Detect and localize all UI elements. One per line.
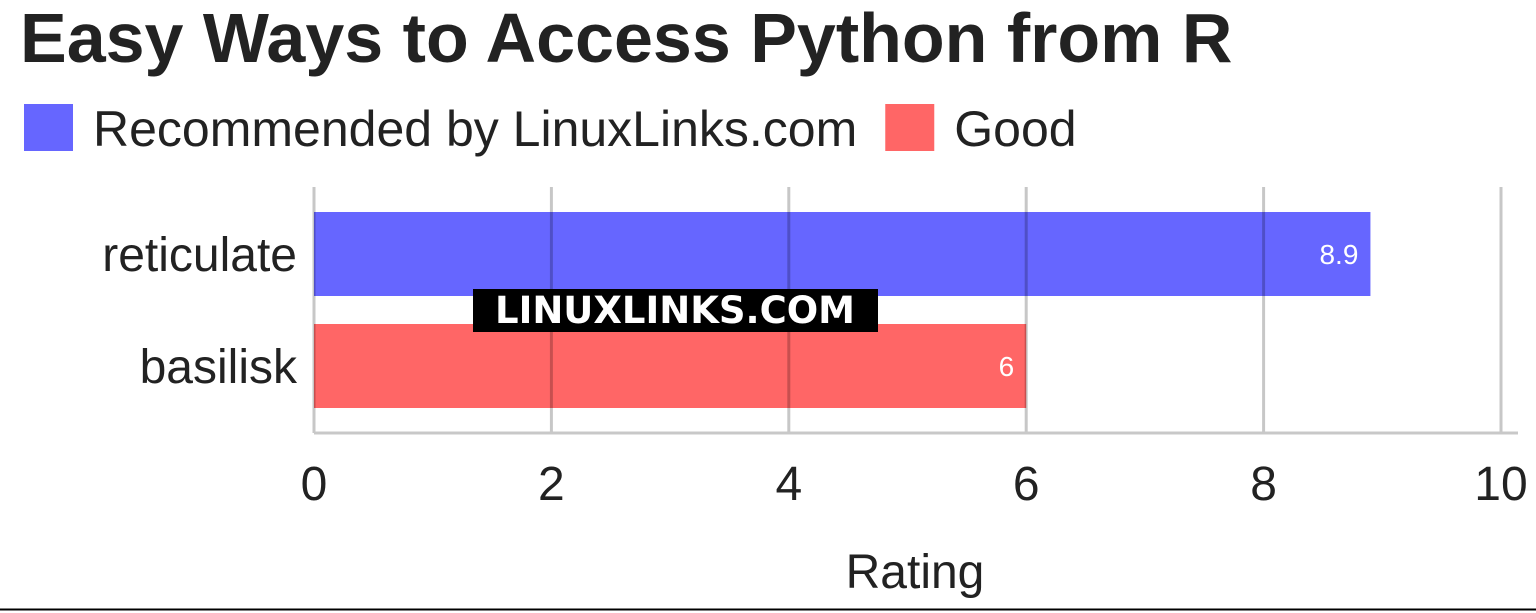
plot-area: 8.9 reticulate 6 basilisk 0 2 4 6 8 10 [102,187,1528,511]
data-label: 8.9 [1319,239,1358,270]
x-tick-label: 6 [1013,458,1040,511]
x-tick-label: 8 [1250,458,1277,511]
legend: Recommended by LinuxLinks.com Good [24,101,1077,157]
bar-basilisk [314,324,1027,408]
x-axis-label: Rating [846,546,985,599]
x-tick-label: 4 [775,458,802,511]
legend-swatch [885,104,935,151]
category-label: reticulate [102,229,297,282]
legend-label: Good [954,101,1076,157]
watermark: LINUXLINKS.COM [473,289,878,332]
legend-label: Recommended by LinuxLinks.com [93,101,857,157]
x-tick-label: 10 [1474,458,1527,511]
legend-swatch [24,104,73,151]
x-tick-label: 0 [301,458,328,511]
bar-reticulate [314,212,1371,296]
chart-title: Easy Ways to Access Python from R [20,0,1232,77]
data-label: 6 [999,351,1015,382]
watermark-text: LINUXLINKS.COM [495,289,855,332]
watermark-underline [473,329,878,332]
category-label: basilisk [140,341,298,394]
x-tick-label: 2 [538,458,565,511]
watermark-background [473,289,878,329]
